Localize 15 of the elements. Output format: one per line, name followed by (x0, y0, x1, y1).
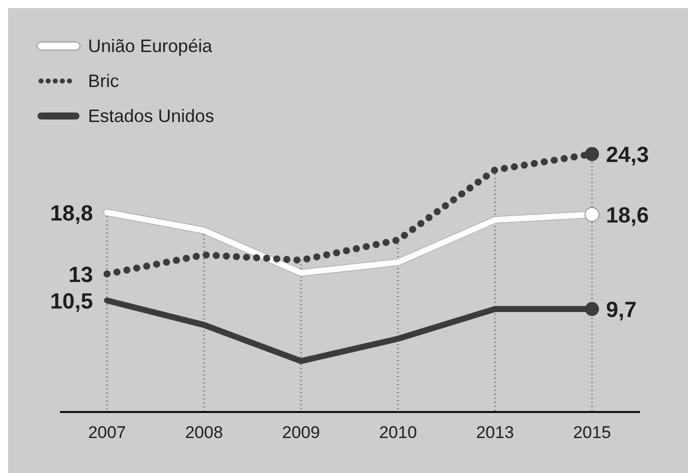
data-label: 9,7 (606, 297, 637, 322)
x-tick-label: 2010 (379, 423, 417, 442)
legend-label: Estados Unidos (88, 106, 214, 126)
x-tick-label: 2007 (88, 423, 126, 442)
x-tick-label: 2015 (573, 423, 611, 442)
data-label: 18,6 (606, 202, 649, 228)
data-label: 24,3 (606, 142, 649, 167)
data-label: 13 (68, 262, 93, 287)
data-label: 18,8 (50, 200, 93, 226)
legend-label: União Européia (88, 36, 214, 56)
x-tick-label: 2013 (476, 423, 514, 442)
x-tick-label: 2008 (185, 423, 223, 442)
data-label: 10,5 (50, 288, 93, 314)
x-tick-label: 2009 (282, 423, 320, 442)
legend-label: Bric (88, 71, 119, 91)
